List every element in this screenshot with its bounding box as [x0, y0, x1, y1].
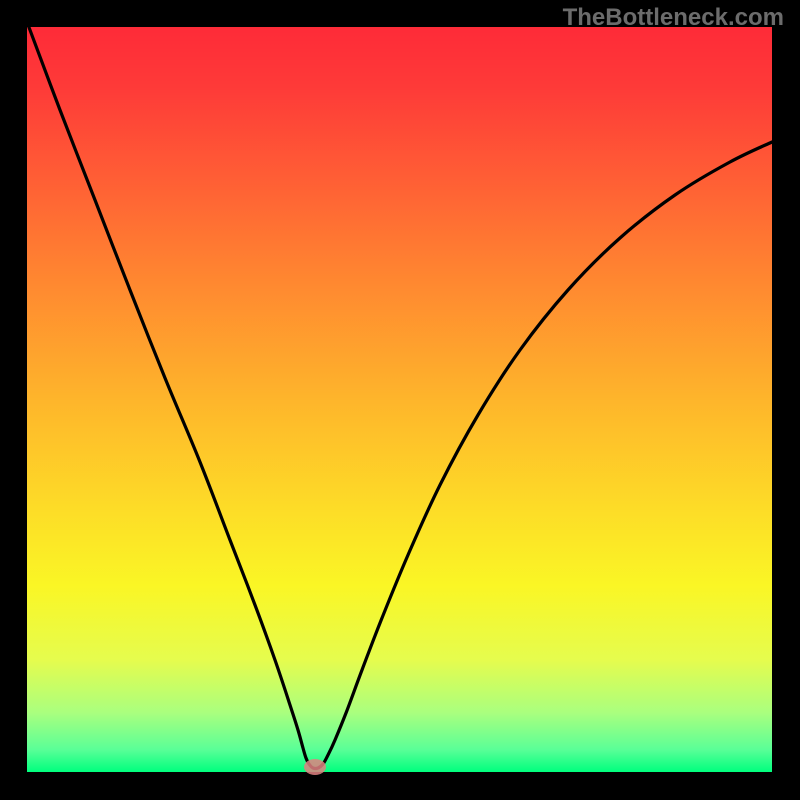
watermark: TheBottleneck.com [563, 4, 784, 32]
v-curve-svg [0, 0, 800, 800]
v-curve-path [27, 22, 772, 769]
minimum-marker [304, 759, 326, 775]
